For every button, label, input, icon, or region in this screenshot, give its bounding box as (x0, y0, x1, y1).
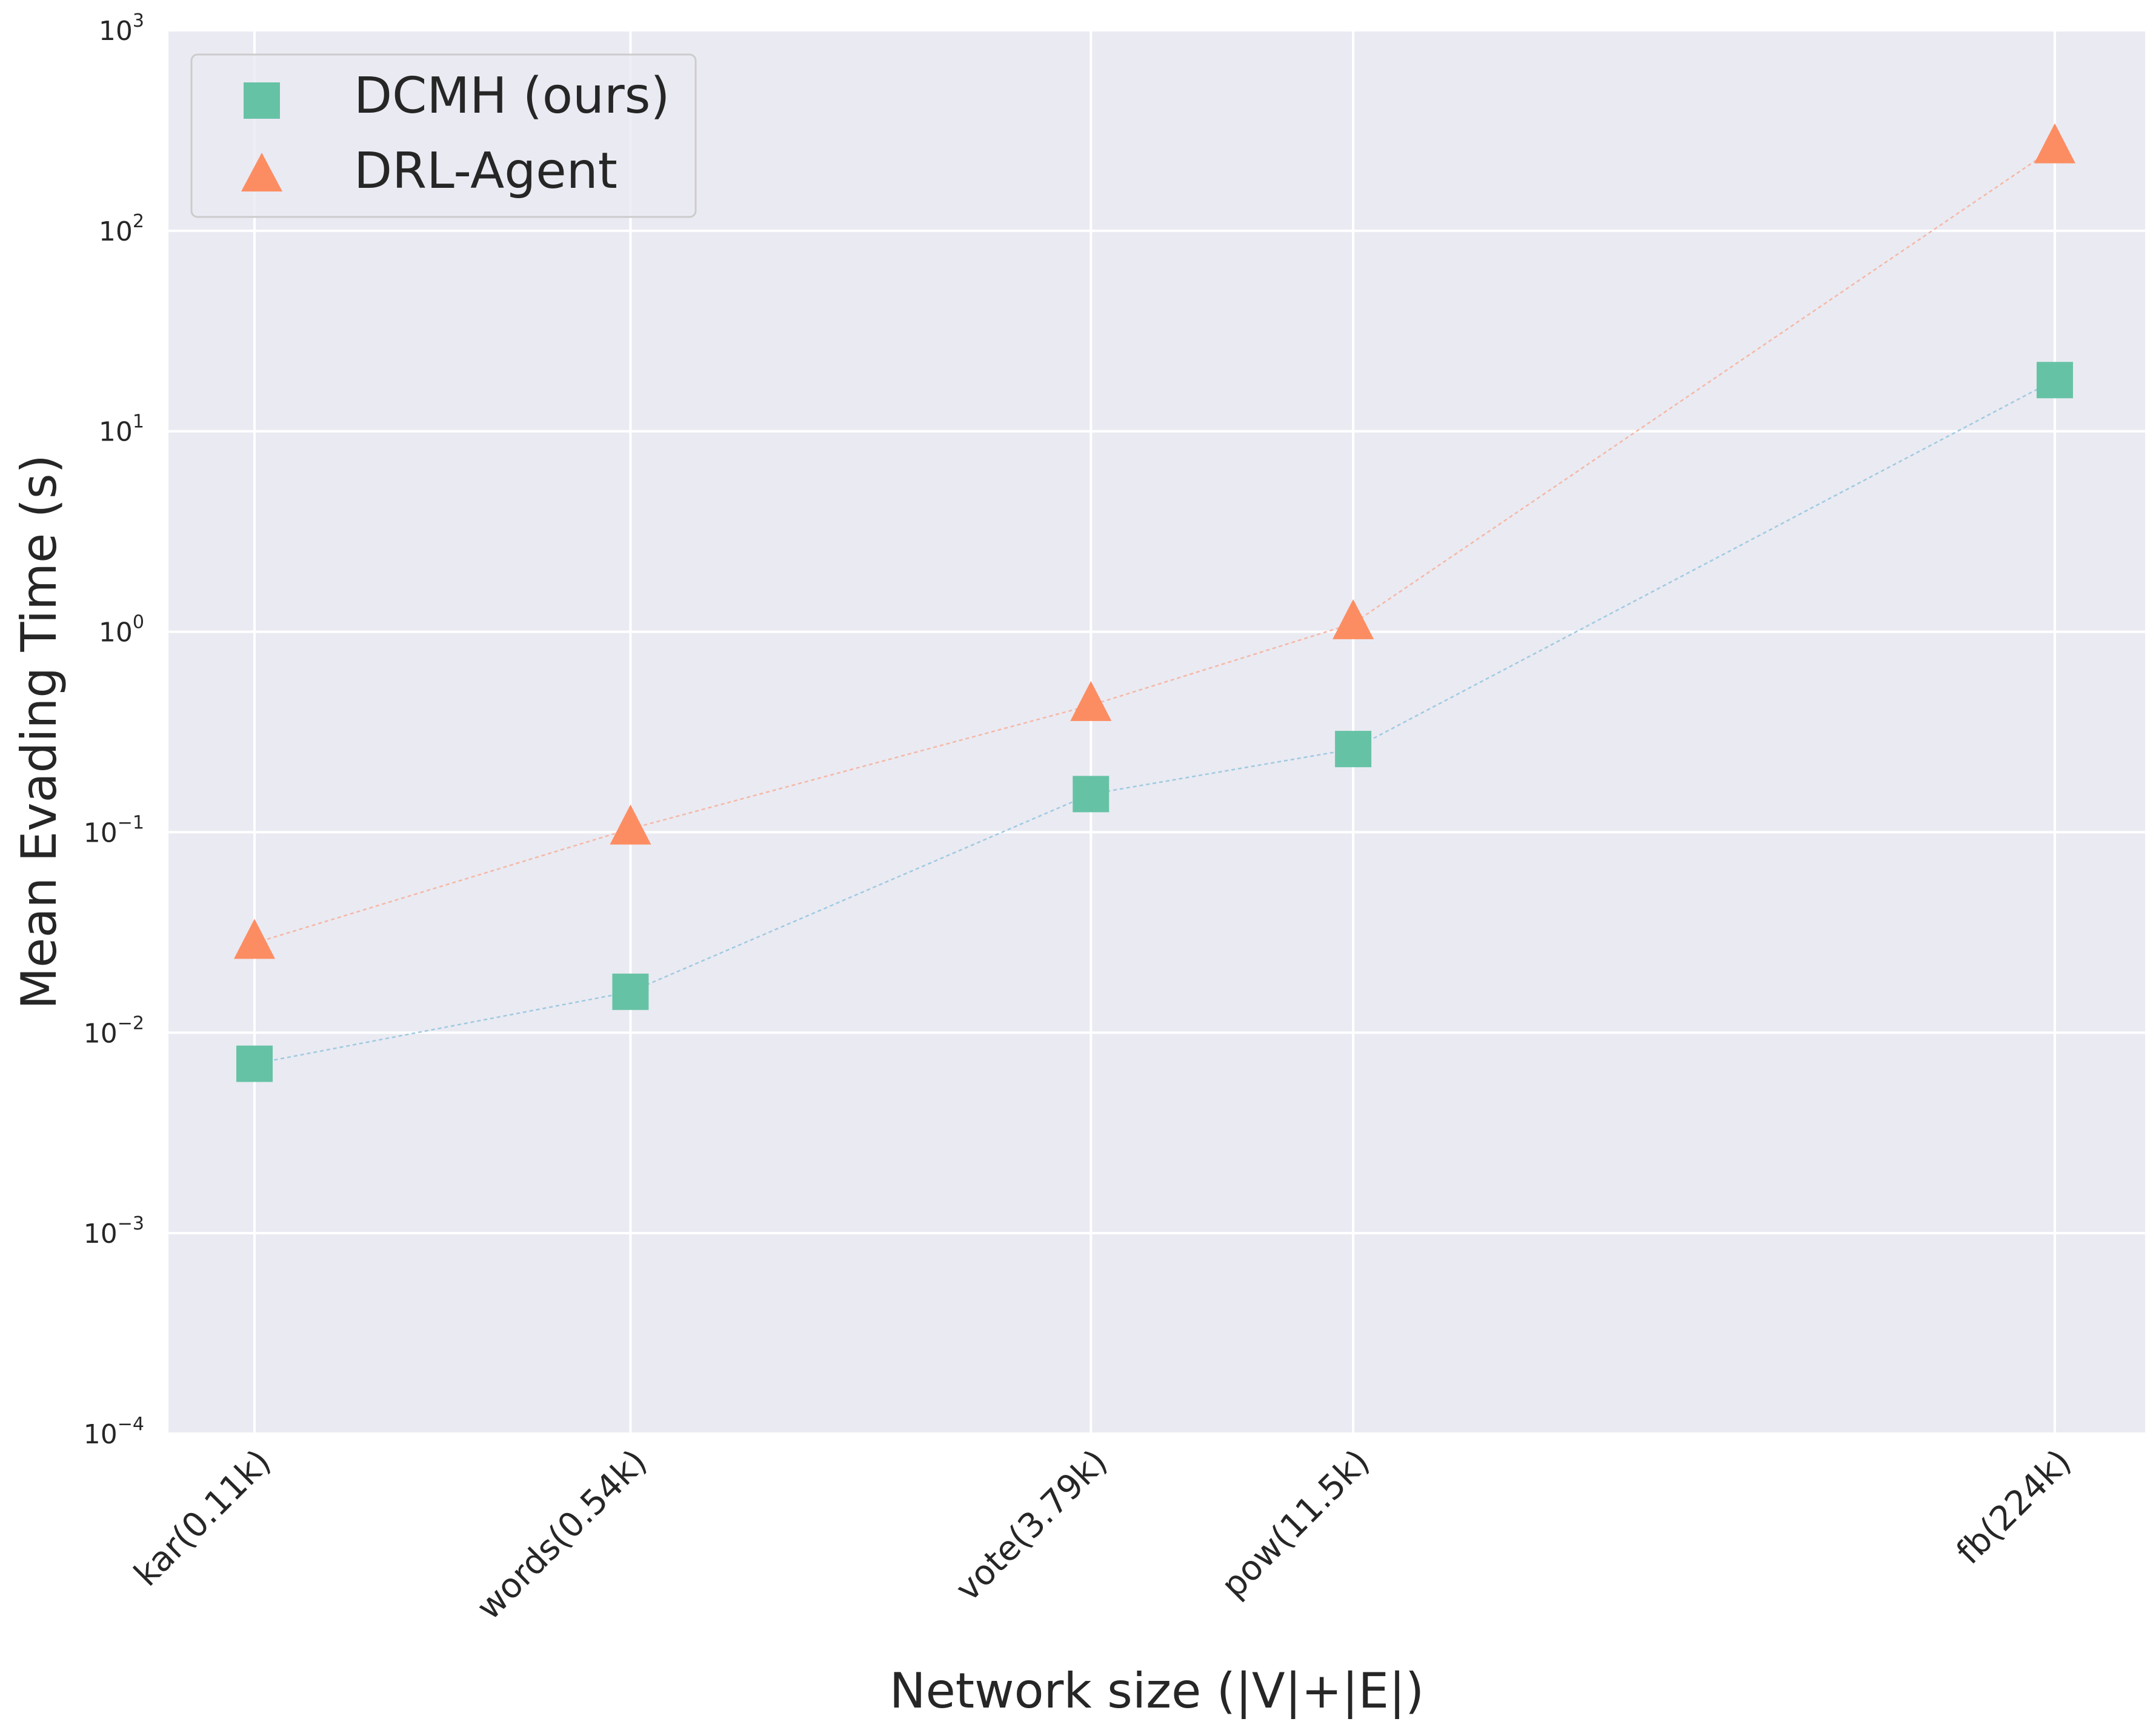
series-markers (234, 123, 2075, 1082)
dcmh-point (236, 1045, 273, 1082)
dcmh-point (1335, 731, 1372, 768)
x-tick-label: words(0.54k) (469, 1442, 654, 1628)
y-tick-label: 100 (99, 612, 144, 648)
y-tick-label: 103 (99, 10, 144, 47)
dcmh-point (612, 973, 649, 1010)
plot-background (168, 30, 2145, 1434)
y-tick-label: 10−4 (84, 1414, 144, 1450)
dcmh-point (1073, 776, 1110, 813)
legend-dcmh-marker (244, 82, 280, 119)
y-tick-label: 10−2 (84, 1013, 144, 1049)
x-tick-label: kar(0.11k) (127, 1442, 279, 1594)
x-tick-labels: kar(0.11k) words(0.54k) vote(3.79k) pow(11.… (127, 1442, 2079, 1628)
legend-box (190, 53, 697, 218)
legend-dcmh-label: DCMH (ours) (354, 67, 670, 125)
x-axis-title: Network size (|V|+|E|) (890, 1663, 1425, 1720)
y-tick-label: 101 (99, 411, 144, 448)
grid (168, 29, 2145, 1435)
series-line (254, 379, 2055, 1065)
x-tick-label: vote(3.79k) (948, 1442, 1116, 1609)
y-tick-label: 102 (99, 211, 144, 247)
x-tick-label: pow(11.5k) (1214, 1442, 1377, 1606)
drl-agent-point (2034, 123, 2075, 164)
y-tick-labels: 10−4 10−3 10−2 10−1 100 101 102 103 (84, 10, 144, 1450)
legend-drl-marker (241, 153, 282, 191)
y-tick-label: 10−3 (84, 1213, 144, 1249)
y-tick-label: 10−1 (84, 812, 144, 848)
dcmh-point (2037, 362, 2073, 399)
drl-agent-point (234, 919, 275, 959)
drl-agent-point (1333, 599, 1374, 639)
y-axis-title: Mean Evading Time (s) (11, 454, 67, 1010)
legend: DCMH (ours) DRL-Agent (190, 53, 697, 218)
drl-agent-point (1070, 680, 1112, 721)
legend-drl-label: DRL-Agent (354, 142, 617, 200)
x-tick-label: fb(224k) (1949, 1442, 2078, 1572)
drl-agent-point (610, 804, 651, 845)
